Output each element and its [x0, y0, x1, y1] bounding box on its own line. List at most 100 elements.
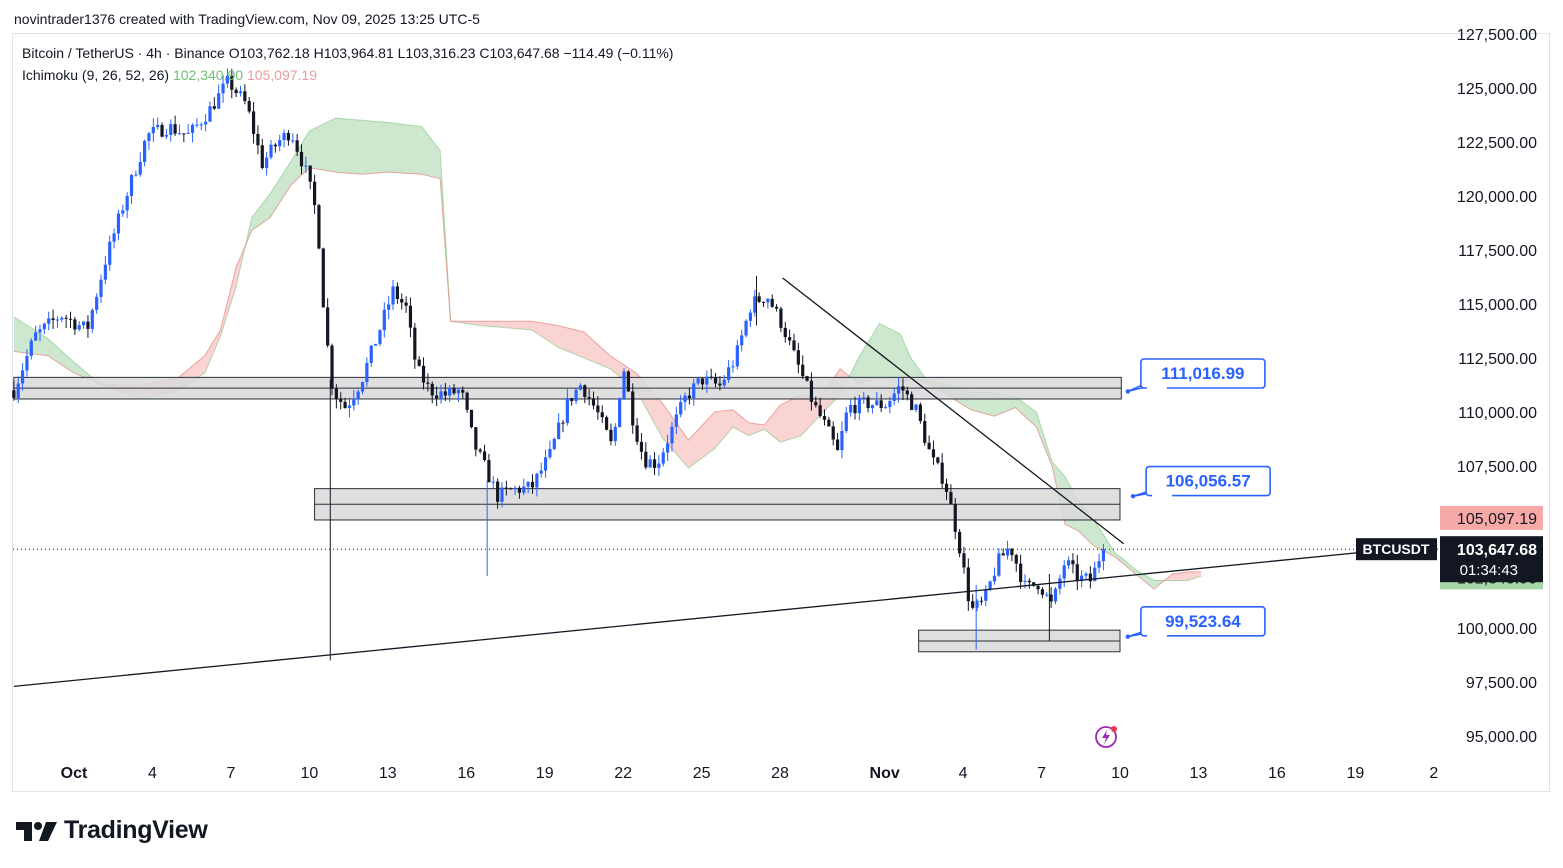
candle-body — [1062, 565, 1066, 579]
y-tick-label: 115,000.00 — [1458, 297, 1537, 314]
candle-body — [809, 380, 814, 402]
candle-body — [923, 421, 927, 443]
cloud-segment — [387, 122, 422, 175]
price-callout[interactable]: 111,016.99 — [1125, 358, 1266, 394]
candle-body — [801, 364, 805, 377]
indicator-value-base: 102,340.90 — [172, 67, 244, 83]
candle-body — [339, 398, 343, 402]
candle-body — [373, 343, 378, 346]
candle-body — [822, 416, 827, 420]
candle-body — [330, 345, 334, 389]
candle-body — [295, 140, 299, 152]
cloud-segment — [13, 316, 48, 356]
x-tick-label: 7 — [1037, 765, 1046, 782]
callout-anchor — [1130, 494, 1136, 499]
candle-body — [570, 398, 574, 402]
candle-body — [1023, 580, 1027, 582]
candle-body — [936, 457, 940, 463]
y-tick-label: 112,500.00 — [1458, 351, 1537, 368]
candle-body — [1088, 573, 1092, 582]
candle-body — [543, 457, 548, 471]
candle-body — [456, 389, 461, 394]
y-tick-label: 127,500.00 — [1457, 27, 1537, 44]
price-callout[interactable]: 99,523.64 — [1125, 606, 1266, 639]
candle-body — [1040, 589, 1045, 595]
candle-body — [971, 601, 975, 608]
candle-body — [16, 383, 20, 398]
y-tick-label: 122,500.00 — [1457, 135, 1537, 152]
candle-body — [1080, 575, 1084, 582]
candle-body — [504, 487, 508, 489]
candle-body — [260, 145, 264, 169]
candle-body — [1027, 580, 1031, 583]
price-callout[interactable]: 106,056.57 — [1130, 465, 1271, 499]
candle-body — [661, 452, 665, 464]
candle-body — [291, 140, 295, 142]
candle-body — [709, 376, 713, 378]
brand-logo[interactable]: TradingView — [16, 816, 208, 845]
cloud-segment — [531, 321, 558, 348]
candle-body — [487, 460, 491, 483]
candle-body — [496, 481, 500, 502]
candle-body — [648, 459, 652, 468]
x-tick-label: 13 — [1190, 765, 1208, 782]
candle-body — [944, 483, 949, 492]
candle-body — [448, 387, 452, 396]
candle-body — [770, 298, 774, 307]
candle-body — [953, 504, 957, 532]
candle-body — [526, 481, 530, 487]
candle-body — [382, 309, 386, 331]
candle-body — [221, 83, 225, 94]
candle-body — [988, 581, 992, 590]
candle-body — [1045, 594, 1049, 596]
candle-body — [400, 299, 404, 303]
candle-body — [718, 383, 722, 386]
cloud-segment — [335, 118, 362, 175]
candle-body — [164, 134, 168, 137]
candle-body — [862, 397, 866, 399]
candle-body — [591, 398, 596, 406]
candle-body — [1084, 573, 1088, 576]
candle-body — [64, 317, 68, 319]
candle-body — [1049, 594, 1053, 602]
candle-body — [478, 449, 482, 452]
symbol-tag-bg — [1356, 538, 1437, 561]
candle-body — [204, 121, 208, 125]
candle-body — [116, 213, 121, 234]
candle-body — [805, 376, 809, 381]
candle-body — [347, 405, 352, 409]
cloud-segment — [748, 422, 765, 436]
indicator-value-span: 105,097.19 — [246, 67, 318, 83]
lightning-icon[interactable] — [1094, 725, 1118, 749]
candle-body — [888, 400, 892, 408]
candle-body — [631, 391, 635, 426]
candle-body — [674, 414, 678, 427]
candle-body — [609, 429, 613, 442]
trendline — [13, 546, 1416, 687]
candle-body — [509, 488, 513, 490]
candle-body — [25, 355, 29, 371]
candle-body — [574, 389, 578, 402]
candle-body — [578, 385, 583, 390]
cloud-segment — [714, 409, 733, 449]
candle-body — [975, 600, 979, 608]
indicator-name: Ichimoku (9, 26, 52, 26) — [22, 67, 170, 83]
candle-body — [356, 391, 360, 399]
trendline — [782, 277, 1125, 545]
candle-body — [918, 404, 922, 422]
candle-body — [317, 205, 321, 249]
candle-body — [735, 345, 739, 367]
x-tick-label: 19 — [1346, 765, 1364, 782]
cloud-segment — [1172, 571, 1188, 581]
callout-text: 106,056.57 — [1166, 472, 1251, 491]
candle-body — [230, 75, 234, 90]
callout-anchor — [1125, 389, 1131, 394]
candle-body — [90, 309, 94, 329]
candle-body — [635, 425, 639, 442]
candle-body — [465, 392, 469, 410]
candle-body — [831, 426, 835, 440]
candle-body — [818, 405, 822, 417]
candle-body — [208, 106, 212, 122]
callout-anchor — [1125, 634, 1131, 639]
